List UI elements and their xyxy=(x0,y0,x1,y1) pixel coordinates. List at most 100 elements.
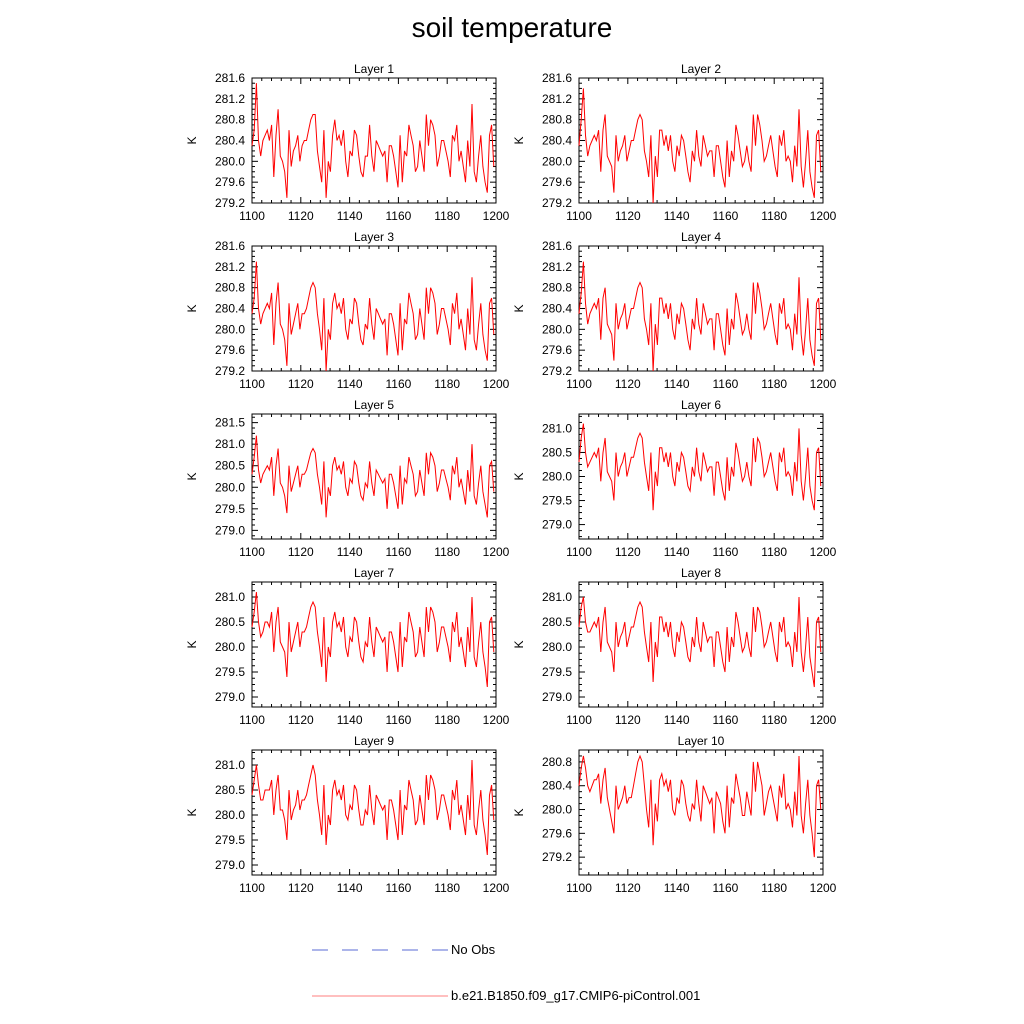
y-tick-label: 280.0 xyxy=(215,322,245,336)
legend-line-solid xyxy=(312,995,448,997)
x-tick-label: 1100 xyxy=(566,881,592,895)
y-axis-label: K xyxy=(185,808,199,816)
x-tick-label: 1100 xyxy=(566,377,592,391)
x-tick-label: 1100 xyxy=(239,209,265,223)
y-axis-label: K xyxy=(185,304,199,312)
x-tick-label: 1100 xyxy=(566,545,592,559)
y-tick-label: 279.0 xyxy=(542,690,572,704)
y-tick-label: 280.0 xyxy=(542,154,572,168)
y-axis-label: K xyxy=(512,808,526,816)
y-axis-label: K xyxy=(512,472,526,480)
legend-label-no-obs: No Obs xyxy=(451,942,496,957)
x-tick-label: 1160 xyxy=(385,881,411,895)
x-tick-label: 1140 xyxy=(664,377,690,391)
y-tick-label: 280.8 xyxy=(215,113,245,127)
series-line xyxy=(578,261,822,372)
x-tick-label: 1140 xyxy=(337,881,363,895)
plot-frame xyxy=(251,749,497,876)
x-tick-label: 1200 xyxy=(483,881,510,895)
y-tick-label: 279.6 xyxy=(542,175,572,189)
y-tick-label: 281.0 xyxy=(542,590,572,604)
plot-frame xyxy=(251,581,497,708)
x-tick-label: 1120 xyxy=(288,377,314,391)
panel-3: Layer 3 1100 1120 1140 1160 1180 1200 279.2 279.… xyxy=(185,230,510,391)
panel-8: Layer 8 1100 1120 1140 1160 1180 1200 279.0 279.… xyxy=(512,566,837,727)
x-tick-label: 1180 xyxy=(761,545,787,559)
chart-title: soil temperature xyxy=(411,12,613,43)
x-tick-label: 1140 xyxy=(664,713,690,727)
plot-frame xyxy=(578,749,824,876)
panel-title: Layer 5 xyxy=(354,398,394,412)
y-tick-label: 279.5 xyxy=(215,665,245,679)
y-tick-label: 280.4 xyxy=(542,779,572,793)
y-tick-label: 279.6 xyxy=(542,343,572,357)
x-tick-label: 1120 xyxy=(288,545,314,559)
y-tick-label: 280.4 xyxy=(542,302,572,316)
panel-1: Layer 1 1100 1120 1140 1160 1180 1200 279.2 279.… xyxy=(185,62,510,223)
y-tick-label: 280.0 xyxy=(542,322,572,336)
x-tick-label: 1100 xyxy=(239,881,265,895)
series-line xyxy=(251,83,495,198)
series-line xyxy=(251,759,495,856)
legend-entry-no-obs: No Obs xyxy=(312,940,572,960)
x-tick-label: 1200 xyxy=(810,881,837,895)
x-tick-label: 1160 xyxy=(385,545,411,559)
y-axis-label: K xyxy=(185,640,199,648)
legend-line-dashed xyxy=(312,949,448,951)
y-tick-label: 281.2 xyxy=(215,92,245,106)
y-axis-label: K xyxy=(185,136,199,144)
x-tick-label: 1180 xyxy=(761,713,787,727)
panel-6: Layer 6 1100 1120 1140 1160 1180 1200 279.0 279.… xyxy=(512,398,837,559)
panel-10: Layer 10 1100 1120 1140 1160 1180 1200 279.2 279… xyxy=(512,734,837,895)
panel-2: Layer 2 1100 1120 1140 1160 1180 1200 279.2 279.… xyxy=(512,62,837,223)
series-line xyxy=(251,591,495,688)
x-tick-label: 1120 xyxy=(615,377,641,391)
y-tick-label: 280.8 xyxy=(215,281,245,295)
y-tick-label: 280.5 xyxy=(215,459,245,473)
series-line xyxy=(578,88,822,204)
y-tick-label: 281.2 xyxy=(215,260,245,274)
y-tick-label: 281.6 xyxy=(215,71,245,85)
panel-title: Layer 2 xyxy=(681,62,721,76)
y-tick-label: 279.2 xyxy=(215,364,245,378)
y-tick-label: 280.0 xyxy=(542,803,572,817)
x-tick-label: 1160 xyxy=(712,713,738,727)
y-tick-label: 279.2 xyxy=(542,196,572,210)
panel-title: Layer 3 xyxy=(354,230,394,244)
y-tick-label: 281.6 xyxy=(542,239,572,253)
legend-label-model: b.e21.B1850.f09_g17.CMIP6-piControl.001 xyxy=(451,988,701,1003)
legend-entry-model: b.e21.B1850.f09_g17.CMIP6-piControl.001 xyxy=(312,986,732,1006)
y-tick-label: 279.0 xyxy=(215,690,245,704)
y-tick-label: 280.0 xyxy=(542,470,572,484)
y-tick-label: 279.5 xyxy=(215,833,245,847)
y-tick-label: 279.6 xyxy=(542,826,572,840)
x-tick-label: 1200 xyxy=(483,377,510,391)
x-tick-label: 1180 xyxy=(434,545,460,559)
y-tick-label: 279.5 xyxy=(215,502,245,516)
series-line xyxy=(578,596,822,688)
y-tick-label: 279.5 xyxy=(542,494,572,508)
y-tick-label: 280.0 xyxy=(215,808,245,822)
y-tick-label: 280.5 xyxy=(215,615,245,629)
series-line xyxy=(578,754,822,858)
x-tick-label: 1160 xyxy=(712,545,738,559)
x-tick-label: 1100 xyxy=(239,377,265,391)
y-tick-label: 281.0 xyxy=(215,437,245,451)
panel-7: Layer 7 1100 1120 1140 1160 1180 1200 279.0 279.… xyxy=(185,566,510,727)
y-axis-label: K xyxy=(512,640,526,648)
x-tick-label: 1140 xyxy=(337,377,363,391)
y-tick-label: 280.0 xyxy=(542,640,572,654)
y-tick-label: 281.0 xyxy=(542,421,572,435)
x-tick-label: 1200 xyxy=(483,209,510,223)
y-tick-label: 279.6 xyxy=(215,343,245,357)
y-tick-label: 279.2 xyxy=(542,850,572,864)
y-tick-label: 279.5 xyxy=(542,665,572,679)
panel-title: Layer 8 xyxy=(681,566,721,580)
y-tick-label: 280.5 xyxy=(542,615,572,629)
x-tick-label: 1160 xyxy=(712,881,738,895)
x-tick-label: 1180 xyxy=(434,209,460,223)
x-tick-label: 1100 xyxy=(239,713,265,727)
y-tick-label: 279.0 xyxy=(215,523,245,537)
y-axis-label: K xyxy=(512,136,526,144)
